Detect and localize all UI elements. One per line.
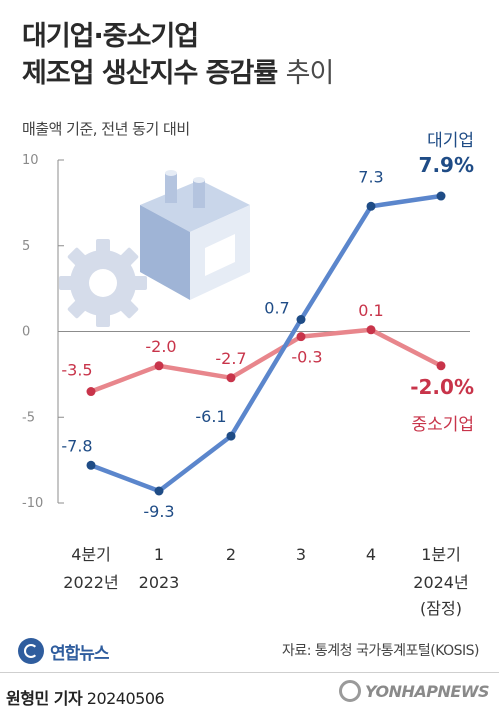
large-firm-data-label: 7.9% [419,153,474,177]
sme-point [366,325,376,335]
credit-name: 원형민 기자 [6,689,83,708]
large-firm-data-label: -6.1 [195,407,226,426]
sme-data-label: -2.0 [145,337,176,356]
y-tick-label: -5 [22,410,35,425]
sme-point [296,332,306,342]
watermark-icon [339,680,361,702]
large-firm-data-label: -9.3 [143,502,174,521]
chart: 10 5 0 -5 -10 4분기 2022년 1 2023 2 3 4 1분기 2024년 (잠정) -3… [22,131,474,618]
x-tick-label: 2 [226,545,236,564]
x-tick-label-year: 2023 [139,573,180,592]
x-tick-label: 4 [366,545,376,564]
large-firm-point [366,201,376,211]
large-firm-line [88,193,444,494]
y-tick-label: 5 [22,239,30,254]
large-firm-point [226,431,236,441]
watermark: YONHAPNEWS [339,680,490,702]
divider [0,672,499,673]
sme-line [88,327,444,394]
sme-point [436,361,446,371]
sme-data-label: -2.7 [215,349,246,368]
x-tick-label: 3 [296,545,306,564]
sme-point [86,387,96,397]
large-firm-point [86,460,96,470]
x-tick-label-year: 2022년 [63,573,118,592]
sme-data-label: -2.0% [410,375,474,399]
sme-point [226,373,236,383]
yonhap-logo-icon [18,638,44,664]
x-tick-label-year: 2024년 [413,573,468,592]
title-block: 대기업·중소기업 제조업 생산지수 증감률 추이 [22,18,335,92]
factory-icon [59,170,250,327]
title-line-2-bold: 제조업 생산지수 증감률 [22,58,278,89]
large-firm-data-label: 0.7 [264,298,289,317]
yonhap-logo: 연합뉴스 [18,638,110,664]
title-line-2: 제조업 생산지수 증감률 추이 [22,55,335,92]
large-firm-point [436,191,446,201]
title-line-1: 대기업·중소기업 [22,21,199,52]
y-tick-label: 0 [22,325,30,340]
large-firm-data-label: -7.8 [61,436,92,455]
sme-data-label: -0.3 [291,348,322,367]
x-tick-label: 1분기 [421,545,461,564]
credit-date: 20240506 [86,689,165,708]
legend-sme: 중소기업 [411,415,474,435]
source-note: 자료: 통계청 국가통계포털(KOSIS) [281,643,480,659]
x-tick-label: 4분기 [71,545,111,564]
sme-data-label: 0.1 [358,301,383,320]
title-line-2-light: 추이 [285,58,335,89]
subtitle: 매출액 기준, 전년 동기 대비 [22,120,190,138]
large-firm-data-label: 7.3 [358,167,383,186]
y-tick-label: 10 [22,153,39,168]
x-tick-label-note: (잠정) [420,599,462,618]
x-tick-label: 1 [154,545,164,564]
sme-point [154,361,164,371]
large-firm-point [154,486,164,496]
sme-data-label: -3.5 [61,361,92,380]
watermark-text: YONHAPNEWS [365,681,490,701]
large-firm-point [296,314,306,324]
legend-large-firm: 대기업 [427,131,474,151]
y-tick-label: -10 [22,496,43,511]
credit: 원형민 기자 20240506 [6,685,165,709]
yonhap-logo-text: 연합뉴스 [50,643,110,664]
